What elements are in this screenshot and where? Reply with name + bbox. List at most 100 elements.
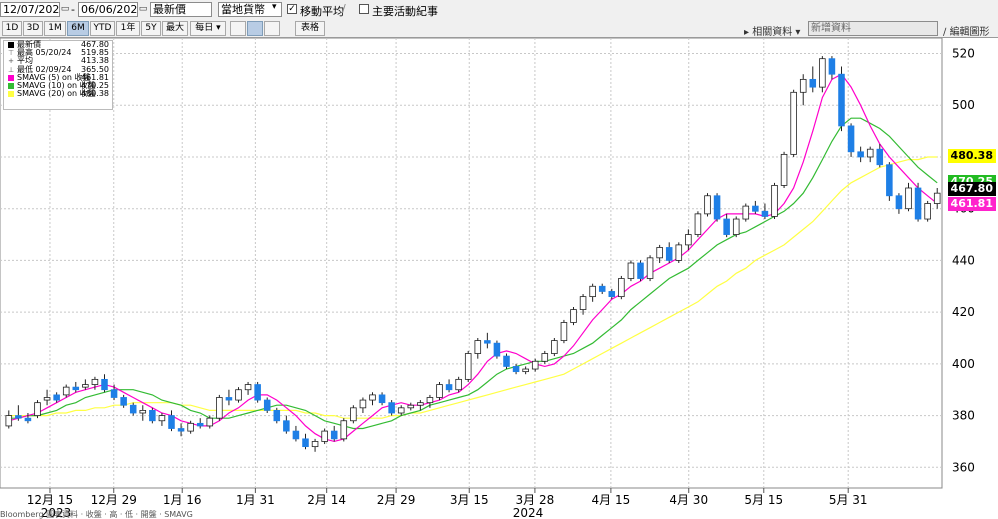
candle-body <box>598 285 606 292</box>
candle-body <box>397 407 405 414</box>
candle-body <box>742 205 750 220</box>
candle-body <box>139 410 147 414</box>
start-calendar-icon[interactable]: ▭ <box>60 4 70 14</box>
candle-body <box>369 394 376 401</box>
legend-item-name: SMAVG (10) on 收盤 <box>17 80 96 90</box>
currency-select[interactable]: 當地貨幣 <box>218 2 282 17</box>
candle-body <box>120 397 127 406</box>
candle-body <box>24 417 32 422</box>
candle-body <box>704 195 711 215</box>
candle-body <box>857 151 864 158</box>
end-date-field[interactable]: 06/06/2024 <box>78 2 138 17</box>
candle-body <box>417 402 424 406</box>
candle-body <box>292 430 300 440</box>
y-tick-label: 440 <box>952 253 975 267</box>
related-data-menu[interactable]: ▸ 相關資料 ▾ <box>744 27 801 38</box>
moving-average-label: 移動平均 <box>300 5 344 18</box>
candle-body <box>924 203 931 220</box>
candle-body <box>254 384 261 401</box>
candle-body <box>752 205 759 212</box>
candle-body <box>15 415 22 419</box>
candle-body <box>484 340 491 344</box>
series-line <box>8 73 938 443</box>
candle-body <box>340 420 348 440</box>
legend-item-name: 最低 02/09/24 <box>17 64 72 74</box>
candle-body <box>168 415 175 429</box>
candle-body <box>283 420 290 432</box>
range-button-3d[interactable]: 3D <box>23 21 43 36</box>
candle-body <box>91 378 99 385</box>
candle-body <box>235 389 242 401</box>
legend-swatch <box>8 74 14 81</box>
end-calendar-icon[interactable]: ▭ <box>138 4 148 14</box>
range-button-1y[interactable]: 1年 <box>116 21 140 36</box>
legend-item-value: 519.85 <box>81 48 109 58</box>
candle-body <box>512 366 520 373</box>
candle-body <box>761 210 769 217</box>
chart-style-button[interactable] <box>247 21 263 36</box>
candle-body <box>531 360 539 370</box>
new-data-field[interactable]: 新增資料 <box>808 21 938 36</box>
candle-body <box>847 125 855 153</box>
range-button-6m[interactable]: 6M <box>67 21 89 36</box>
range-button-max[interactable]: 最大 <box>162 21 188 36</box>
candle-body <box>82 384 89 388</box>
range-button-1d[interactable]: 1D <box>2 21 22 36</box>
x-tick-label: 12月 29 <box>91 493 137 507</box>
pencil-icon[interactable]: ∕ <box>342 2 346 15</box>
price-label: 461.81 <box>947 197 996 211</box>
legend-marker-icon: ⊥ <box>7 65 15 74</box>
candle-body <box>809 78 817 88</box>
candle-body <box>895 195 903 210</box>
x-tick-label: 4月 30 <box>669 493 708 507</box>
candle-body <box>790 91 797 155</box>
range-button-ytd[interactable]: YTD <box>90 21 115 36</box>
chart-legend: 最新價 467.80 ⊤ 最高 05/20/24 519.85 + 平均 413.38 ⊥ 最低 … <box>3 40 113 110</box>
candle-body <box>886 164 893 197</box>
legend-item: SMAVG (5) on 收盤 461.81 <box>4 73 112 82</box>
legend-item: + 平均 413.38 <box>4 56 112 66</box>
range-button-1m[interactable]: 1M <box>44 21 66 36</box>
candle-body <box>541 353 549 362</box>
legend-item-value: 470.25 <box>81 80 109 90</box>
range-button-5y[interactable]: 5Y <box>141 21 161 36</box>
frequency-select[interactable]: 每日 ▾ <box>190 21 226 36</box>
start-date-field[interactable]: 12/07/2023 <box>0 2 60 17</box>
candle-body <box>455 378 462 391</box>
key-events-checkbox[interactable] <box>359 4 369 14</box>
candle-body <box>589 285 596 298</box>
candle-body <box>359 399 367 409</box>
x-tick-label: 2月 14 <box>307 493 346 507</box>
candle-body <box>158 415 166 422</box>
x-tick-label: 1月 16 <box>163 493 202 507</box>
period-select[interactable]: 最新價 <box>150 2 212 17</box>
candle-body <box>905 187 912 210</box>
key-events-label: 主要活動紀事 <box>372 5 438 18</box>
series-line <box>8 117 938 430</box>
moving-average-checkbox[interactable]: ✓ <box>287 4 297 14</box>
candle-body <box>474 340 482 354</box>
chart-view-button[interactable] <box>264 21 280 36</box>
legend-item-value: 413.38 <box>81 56 109 66</box>
candle-body <box>263 399 271 411</box>
legend-item: ⊥ 最低 02/09/24 365.50 <box>4 64 112 74</box>
plot-area <box>0 38 943 489</box>
table-button[interactable]: 表格 <box>295 21 325 36</box>
candle-body <box>244 384 252 391</box>
y-tick-label: 420 <box>952 305 975 319</box>
candle-body <box>799 78 807 93</box>
x-year-label: 2024 <box>513 506 544 519</box>
legend-swatch <box>8 42 14 48</box>
legend-marker-icon: ⊤ <box>7 49 15 58</box>
chart-type-button[interactable] <box>230 21 246 36</box>
x-tick-label: 4月 15 <box>592 493 631 507</box>
legend-item: ⊤ 最高 05/20/24 519.85 <box>4 48 112 58</box>
currency-dropdown-icon[interactable]: ▾ <box>272 2 277 12</box>
price-label: 467.80 <box>947 181 996 196</box>
candle-body <box>503 355 510 367</box>
candle-body <box>101 378 108 391</box>
candle-body <box>426 397 434 404</box>
candle-body <box>436 384 443 398</box>
edit-chart-button[interactable]: ∕ 編輯圖形 <box>943 27 990 38</box>
